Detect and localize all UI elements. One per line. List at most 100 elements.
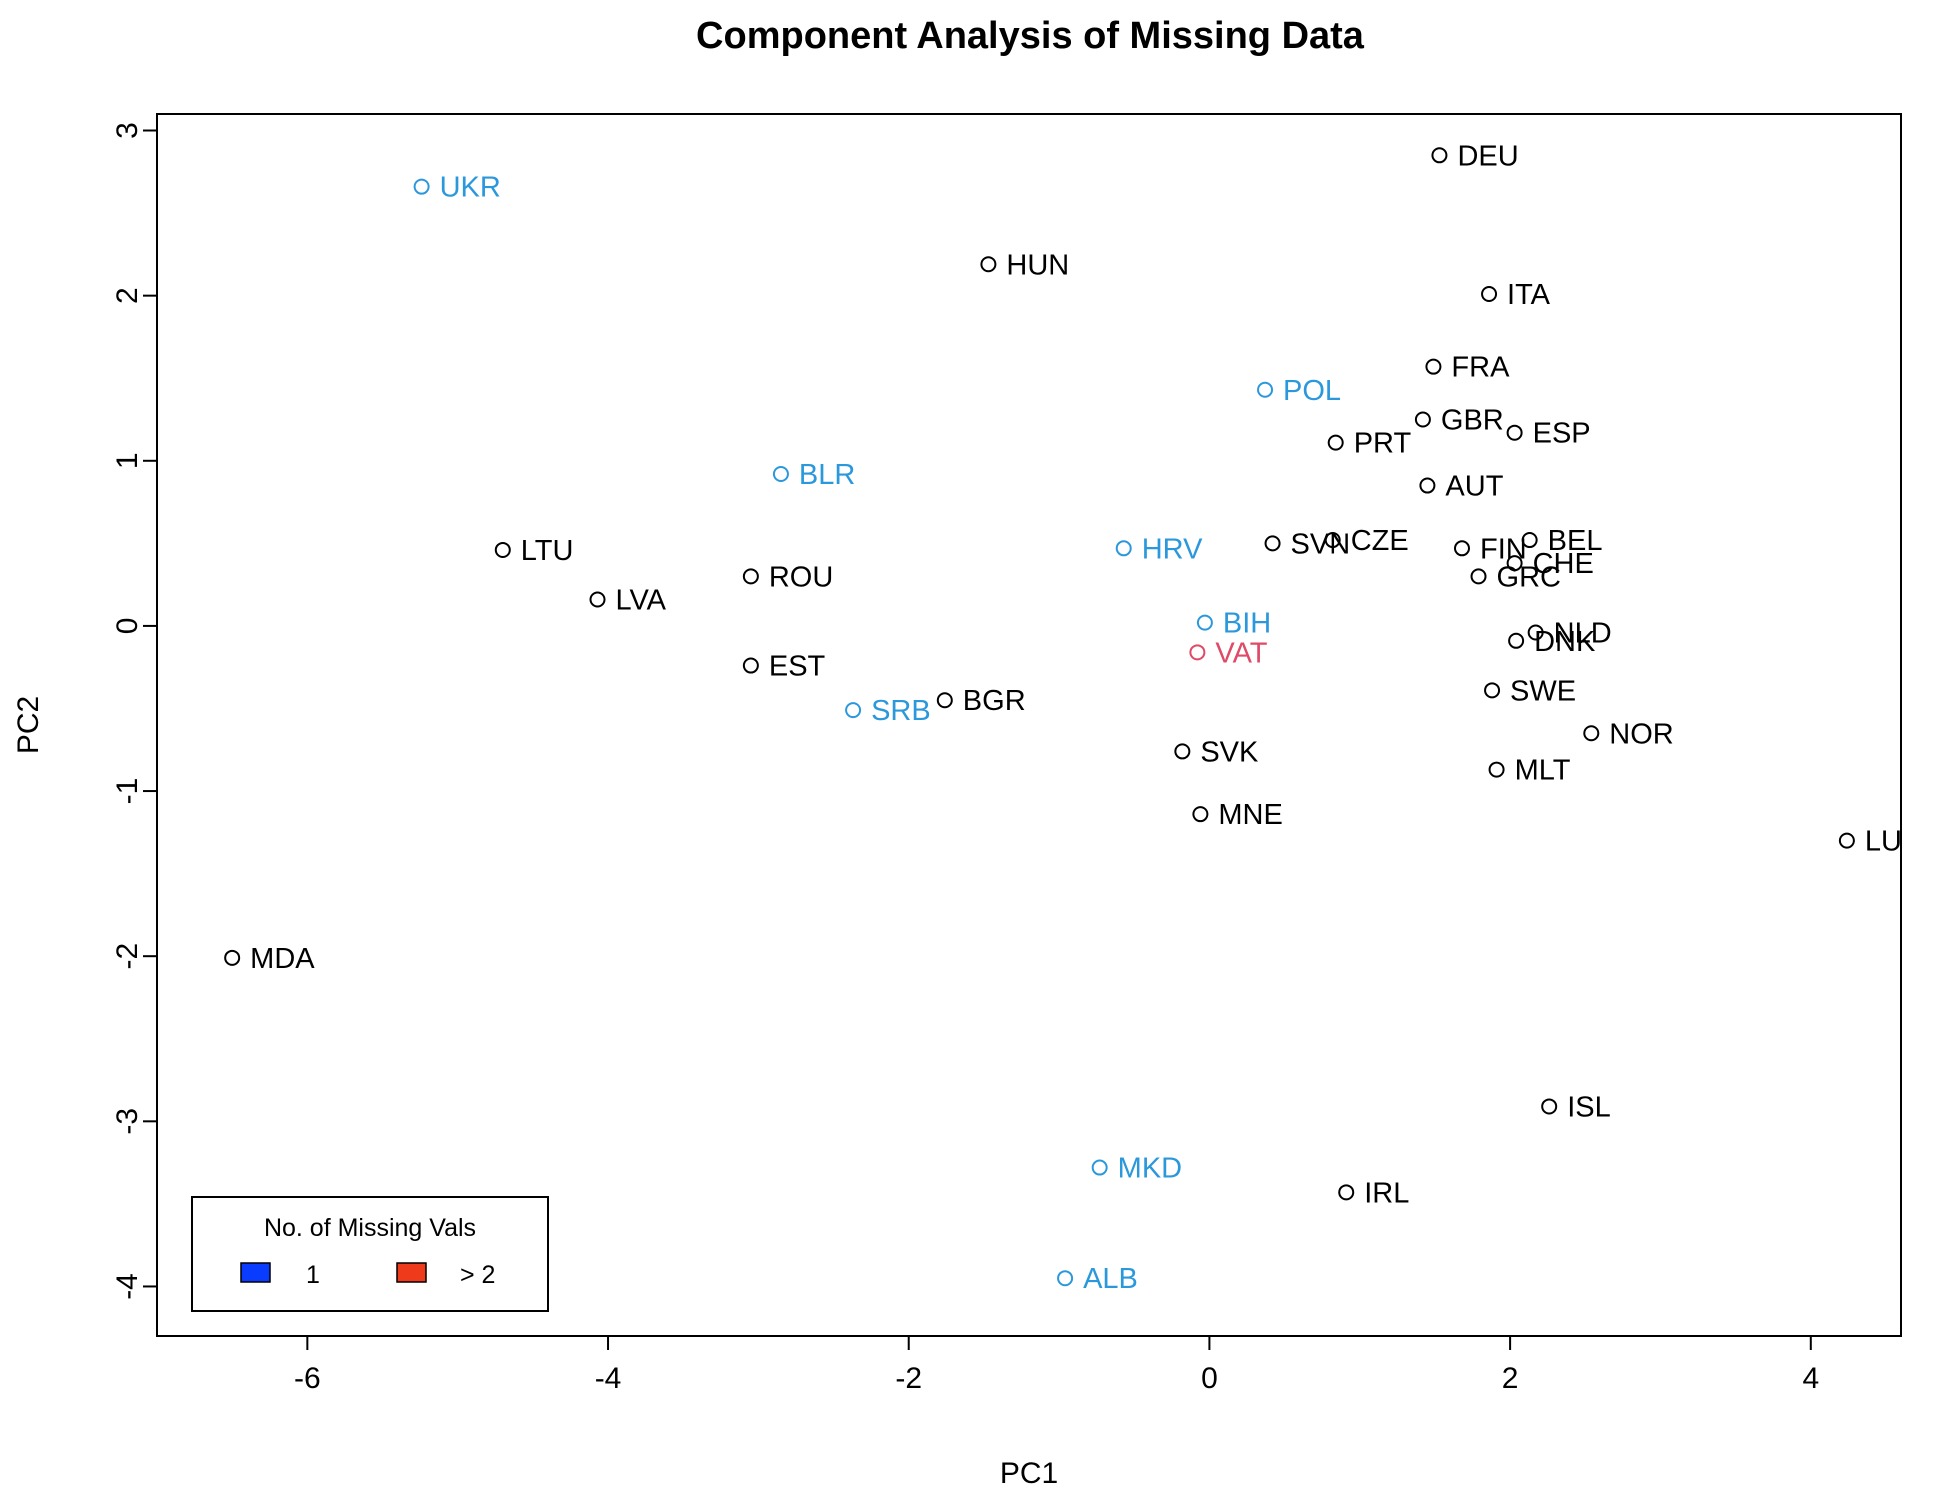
point-label: AUT [1445,471,1503,503]
y-axis: 3 2 1 0 -1 -2 -3 -4 [111,122,158,1300]
point-label: EST [769,651,826,683]
data-point [1506,424,1523,441]
data-point [1327,434,1344,451]
point-label: SRB [871,695,931,727]
y-tick-label: -1 [111,778,144,805]
legend-title: No. of Missing Vals [264,1214,476,1242]
data-point [1431,147,1448,164]
data-point [772,465,789,482]
data-point [1527,624,1544,641]
legend-swatch-more [396,1262,427,1283]
point-label: IRL [1364,1177,1409,1209]
x-axis: -6 -4 -2 0 2 4 [294,1335,1819,1395]
data-point [1425,358,1442,375]
data-point [936,692,953,709]
data-point [1189,644,1206,661]
data-point [1414,411,1431,428]
point-label: HRV [1142,533,1203,565]
point-label: BEL [1548,525,1603,557]
data-point [980,256,997,273]
legend: No. of Missing Vals 1 > 2 [191,1196,549,1312]
point-label: ISL [1567,1091,1611,1123]
x-tick-label: -4 [595,1362,622,1395]
point-label: SWE [1510,675,1576,707]
x-tick-label: -6 [294,1362,321,1395]
data-point [1506,555,1523,572]
point-label: BIH [1223,608,1271,640]
legend-label-more: > 2 [460,1261,495,1289]
point-label: NLD [1554,618,1612,650]
x-tick-label: 0 [1201,1362,1218,1395]
point-label: HUN [1006,249,1069,281]
points-layer: UKR HUN DEU ITA FRA POL GBR ESP PRT BLR AUT LTU HRV S… [224,140,1921,1295]
point-label: UKR [440,172,501,204]
point-label: CZE [1351,525,1409,557]
point-label: SVK [1200,736,1259,768]
point-label: DEU [1457,140,1518,172]
data-point [742,568,759,585]
point-label: LUX [1865,826,1921,858]
data-point [1453,540,1470,557]
data-point [589,591,606,608]
data-point [1192,806,1209,823]
data-point [1583,725,1600,742]
y-tick-label: 0 [111,618,144,635]
point-label: ITA [1507,279,1551,311]
data-point [1338,1184,1355,1201]
x-tick-label: 2 [1502,1362,1519,1395]
data-point [1174,743,1191,760]
point-label: ROU [769,561,833,593]
legend-swatch-one [240,1262,271,1283]
data-point [1419,477,1436,494]
point-label: MNE [1218,799,1282,831]
data-point [413,178,430,195]
point-label: BGR [963,685,1026,717]
data-point [494,541,511,558]
point-label: ESP [1533,418,1591,450]
point-label: CHE [1533,548,1594,580]
point-label: MLT [1515,755,1571,787]
data-point [224,949,241,966]
data-point [742,657,759,674]
y-axis-label: PC2 [12,696,45,754]
data-point [845,702,862,719]
point-label: SVN [1291,528,1351,560]
data-point [1196,614,1213,631]
point-label: DNK [1534,626,1596,658]
point-label: ALB [1083,1263,1138,1295]
point-label: FIN [1480,533,1527,565]
chart-title: Component Analysis of Missing Data [696,15,1365,57]
y-tick-label: 2 [111,287,144,304]
data-point [1324,532,1341,549]
data-point [1057,1270,1074,1287]
point-label: GRC [1497,561,1561,593]
y-tick-label: -4 [111,1273,144,1300]
data-point [1115,540,1132,557]
point-label: PRT [1354,428,1412,460]
data-point [1508,632,1525,649]
point-label: POL [1283,375,1341,407]
data-point [1488,761,1505,778]
point-label: FRA [1451,352,1510,384]
data-point [1481,285,1498,302]
y-tick-label: 3 [111,122,144,139]
data-point [1484,682,1501,699]
y-tick-label: -3 [111,1108,144,1135]
legend-box [191,1196,549,1312]
point-label: MKD [1118,1153,1182,1185]
x-tick-label: -2 [895,1362,922,1395]
point-label: VAT [1215,637,1267,669]
point-label: BLR [799,459,855,491]
point-label: MDA [250,943,315,975]
legend-label-one: 1 [306,1261,320,1289]
point-label: NOR [1609,718,1673,750]
point-label: GBR [1441,405,1504,437]
y-tick-label: 1 [111,452,144,469]
data-point [1470,568,1487,585]
x-tick-label: 4 [1802,1362,1819,1395]
data-point [1264,535,1281,552]
data-point [1541,1098,1558,1115]
point-label: LTU [521,535,574,567]
y-tick-label: -2 [111,943,144,970]
